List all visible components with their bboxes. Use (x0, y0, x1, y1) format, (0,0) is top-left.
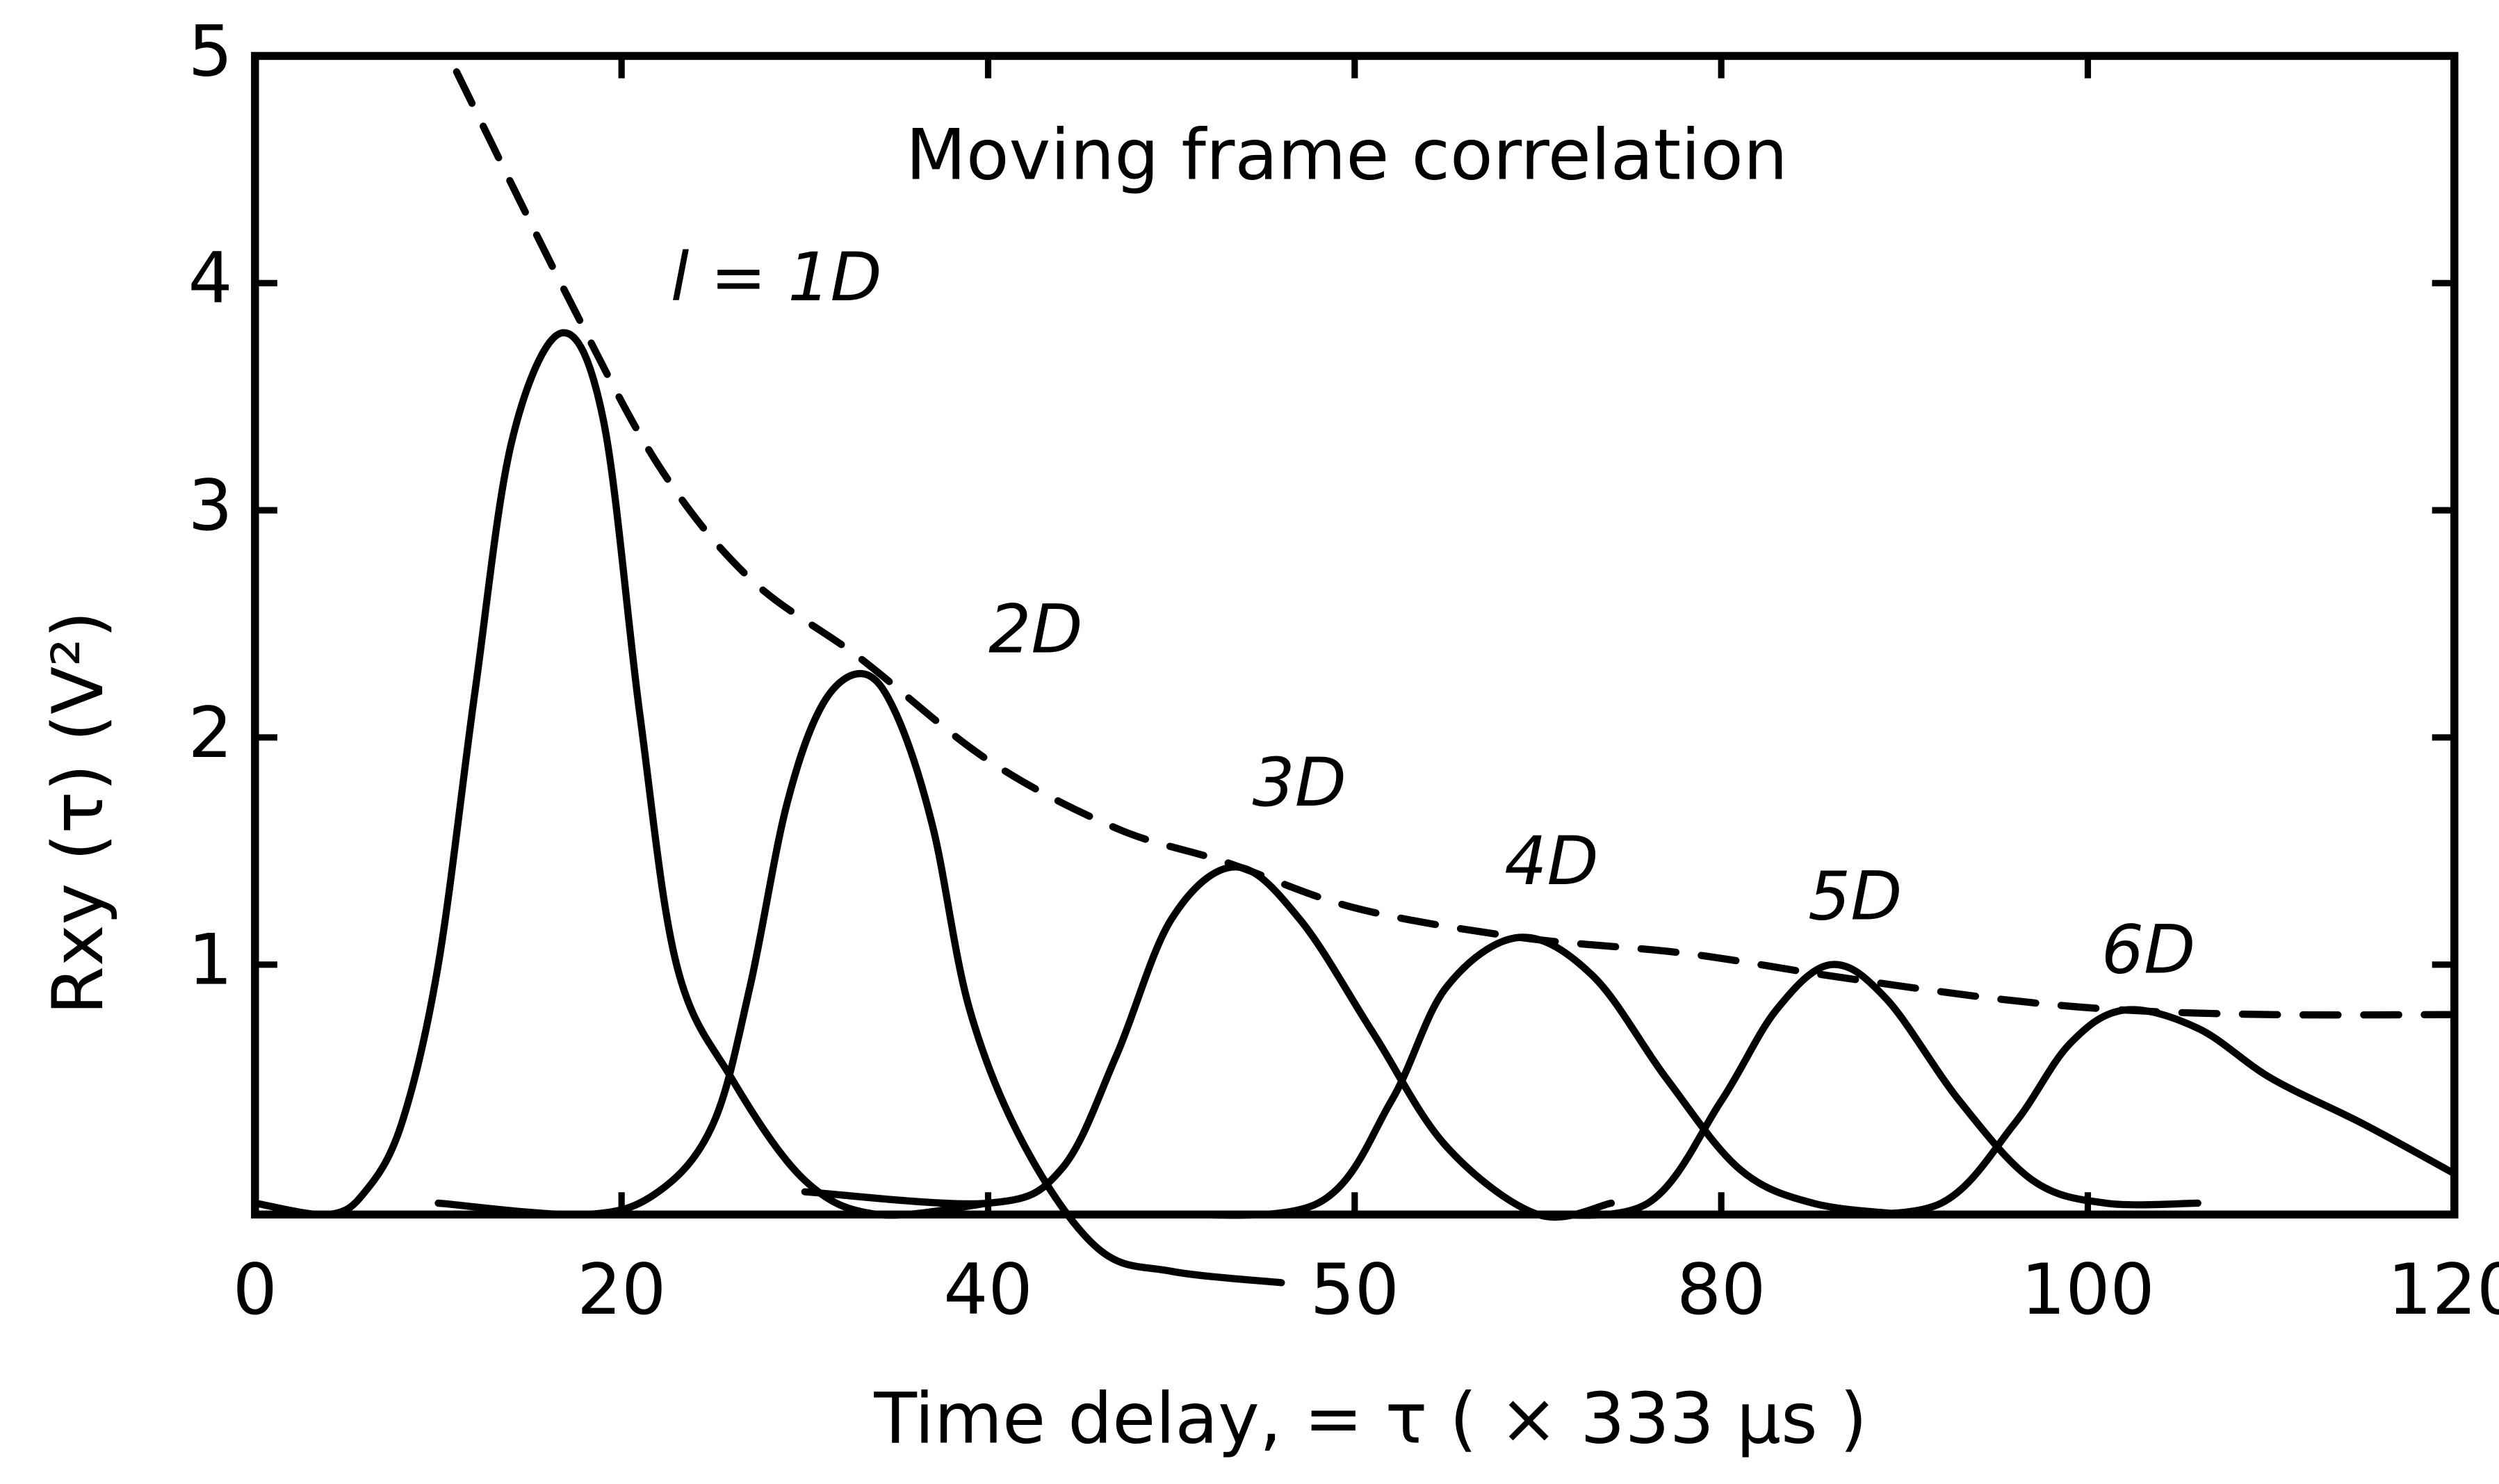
y-tick-label: 4 (188, 237, 233, 319)
curve-label: l = 1D (671, 238, 882, 316)
envelope-line (453, 68, 2458, 1019)
y-tick-label: 5 (188, 10, 233, 92)
y-axis-label: Rxy (τ) (V²) (37, 611, 119, 1015)
x-tick-label: 0 (233, 1248, 277, 1330)
curve-label: 5D (1808, 857, 1902, 935)
curve-label: 3D (1252, 744, 1346, 822)
x-tick-label: 50 (1310, 1248, 1399, 1330)
x-tick-label: 100 (2021, 1248, 2155, 1330)
y-tick-label: 1 (188, 919, 233, 1001)
curve-label: 6D (2101, 911, 2195, 988)
y-tick-label: 3 (188, 464, 233, 546)
x-axis-label: Time delay, = τ ( × 333 μs ) (873, 1377, 1867, 1459)
x-tick-label: 120 (2388, 1248, 2499, 1330)
curve-label: 2D (988, 590, 1082, 668)
x-tick-label: 40 (943, 1248, 1032, 1330)
curve-label: 4D (1504, 822, 1598, 900)
x-tick-label: 20 (577, 1248, 666, 1330)
correlation-line (434, 669, 1285, 1287)
chart-title: Moving frame correlation (906, 113, 1788, 195)
correlation-line (1534, 961, 2201, 1219)
x-tick-label: 80 (1677, 1248, 1766, 1330)
correlation-line (801, 863, 1615, 1221)
correlation-line (251, 329, 992, 1219)
y-tick-label: 2 (188, 692, 233, 774)
